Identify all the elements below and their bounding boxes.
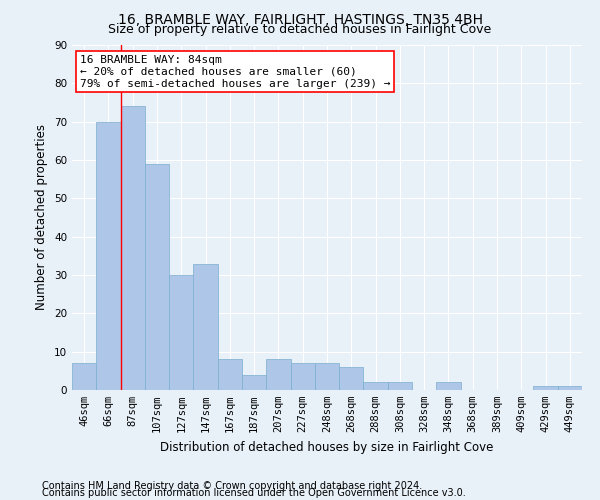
Text: Contains public sector information licensed under the Open Government Licence v3: Contains public sector information licen… <box>42 488 466 498</box>
Bar <box>121 106 145 390</box>
Bar <box>315 363 339 390</box>
Text: Size of property relative to detached houses in Fairlight Cove: Size of property relative to detached ho… <box>109 22 491 36</box>
Bar <box>339 367 364 390</box>
Bar <box>96 122 121 390</box>
Y-axis label: Number of detached properties: Number of detached properties <box>35 124 49 310</box>
Bar <box>193 264 218 390</box>
Bar <box>364 382 388 390</box>
Bar <box>145 164 169 390</box>
Bar <box>388 382 412 390</box>
Bar <box>533 386 558 390</box>
X-axis label: Distribution of detached houses by size in Fairlight Cove: Distribution of detached houses by size … <box>160 440 494 454</box>
Bar <box>242 374 266 390</box>
Text: 16, BRAMBLE WAY, FAIRLIGHT, HASTINGS, TN35 4BH: 16, BRAMBLE WAY, FAIRLIGHT, HASTINGS, TN… <box>118 12 482 26</box>
Bar <box>436 382 461 390</box>
Bar <box>218 360 242 390</box>
Bar <box>558 386 582 390</box>
Text: Contains HM Land Registry data © Crown copyright and database right 2024.: Contains HM Land Registry data © Crown c… <box>42 481 422 491</box>
Bar <box>169 275 193 390</box>
Bar <box>290 363 315 390</box>
Bar <box>266 360 290 390</box>
Text: 16 BRAMBLE WAY: 84sqm
← 20% of detached houses are smaller (60)
79% of semi-deta: 16 BRAMBLE WAY: 84sqm ← 20% of detached … <box>80 56 390 88</box>
Bar <box>72 363 96 390</box>
